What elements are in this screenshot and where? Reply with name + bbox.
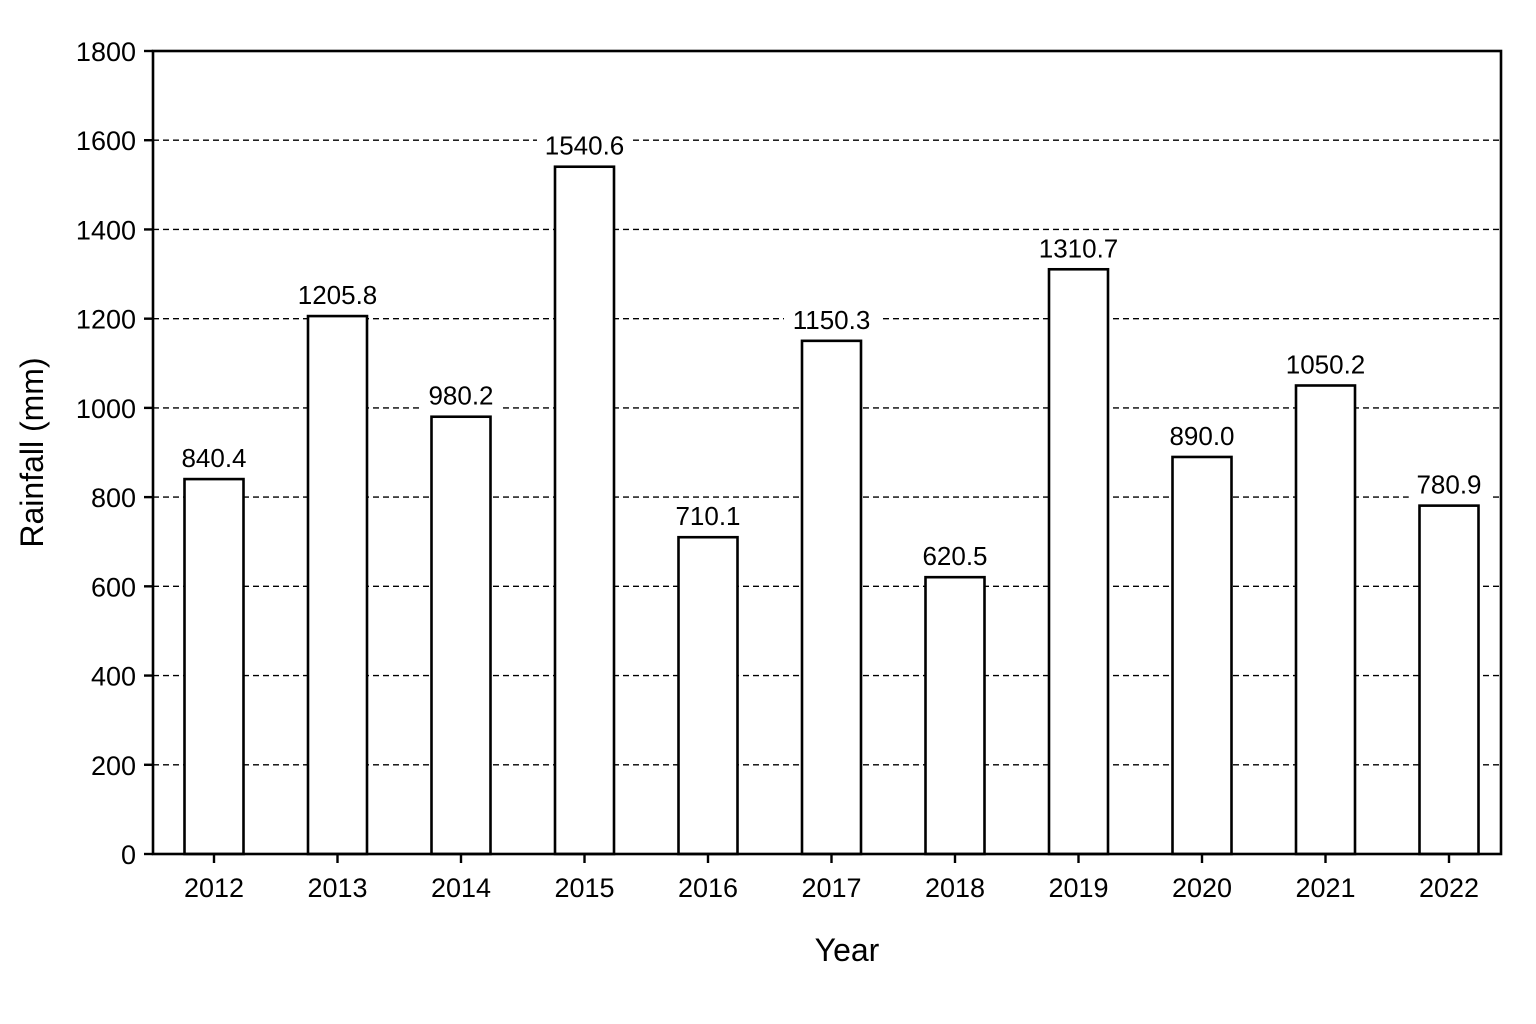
plot-frame <box>151 49 1503 856</box>
x-tick-label-2018: 2018 <box>925 873 985 903</box>
value-labels: 840.4 1205.8 980.2 1540.6 710.1 1150.3 620.5 13… <box>173 130 1490 572</box>
bar-2017 <box>800 339 863 856</box>
x-tick-label-2014: 2014 <box>431 873 491 903</box>
bar-2014 <box>430 415 492 856</box>
x-tick-label-2021: 2021 <box>1295 873 1355 903</box>
value-label-2020: 890.0 <box>1169 421 1234 451</box>
value-label-background <box>1408 469 1490 500</box>
x-tick-label-2022: 2022 <box>1419 873 1479 903</box>
x-tick-label-2020: 2020 <box>1172 873 1232 903</box>
x-axis-ticks: 2012 2013 2014 2015 2016 2017 2018 2019 2020 2021… <box>184 854 1479 903</box>
y-tick-label: 0 <box>121 840 136 870</box>
y-tick-label: 400 <box>91 662 136 692</box>
value-label-2015: 1540.6 <box>545 131 625 161</box>
y-tick-label: 600 <box>91 572 136 602</box>
bar-2012 <box>183 477 245 856</box>
value-label-2022: 780.9 <box>1416 470 1481 500</box>
value-label-background <box>784 304 879 335</box>
value-label-2013: 1205.8 <box>298 280 378 310</box>
value-label-2016: 710.1 <box>675 501 740 531</box>
y-tick-label: 1400 <box>76 215 136 245</box>
x-tick-label-2012: 2012 <box>184 873 244 903</box>
bars <box>183 165 1480 856</box>
bar-2013 <box>306 314 369 856</box>
y-tick-label: 1000 <box>76 394 136 424</box>
bar-2015 <box>553 165 616 856</box>
bar-2021 <box>1294 384 1357 856</box>
value-label-2019: 1310.7 <box>1039 233 1119 263</box>
y-tick-label: 1200 <box>76 305 136 335</box>
x-tick-label-2015: 2015 <box>554 873 614 903</box>
bar-2022 <box>1418 504 1480 856</box>
x-tick-label-2016: 2016 <box>678 873 738 903</box>
value-label-background <box>914 541 996 572</box>
value-label-background <box>1278 349 1373 380</box>
value-label-2021: 1050.2 <box>1286 349 1366 379</box>
bar-2016 <box>677 535 739 856</box>
value-label-2014: 980.2 <box>428 381 493 411</box>
value-label-background <box>173 443 255 474</box>
value-label-background <box>1161 420 1243 451</box>
x-axis-title: Year <box>815 932 880 968</box>
bar-2019 <box>1047 267 1110 856</box>
value-label-2018: 620.5 <box>922 541 987 571</box>
value-label-background <box>420 380 502 411</box>
y-tick-label: 200 <box>91 751 136 781</box>
value-label-background <box>1031 233 1126 264</box>
x-tick-label-2017: 2017 <box>801 873 861 903</box>
value-label-2017: 1150.3 <box>793 305 871 335</box>
bar-2020 <box>1171 455 1233 856</box>
y-axis-ticks: 0 200 400 600 800 1000 1200 1400 1600 1800 <box>76 37 153 870</box>
y-axis-title: Rainfall (mm) <box>14 357 50 547</box>
value-label-background <box>537 130 632 161</box>
y-tick-label: 800 <box>91 483 136 513</box>
bar-2018 <box>924 575 986 856</box>
x-tick-label-2013: 2013 <box>307 873 367 903</box>
value-label-background <box>290 280 385 311</box>
x-tick-label-2019: 2019 <box>1048 873 1108 903</box>
value-label-background <box>667 501 749 532</box>
y-tick-label: 1800 <box>76 37 136 67</box>
value-label-2012: 840.4 <box>181 443 246 473</box>
y-tick-label: 1600 <box>76 126 136 156</box>
